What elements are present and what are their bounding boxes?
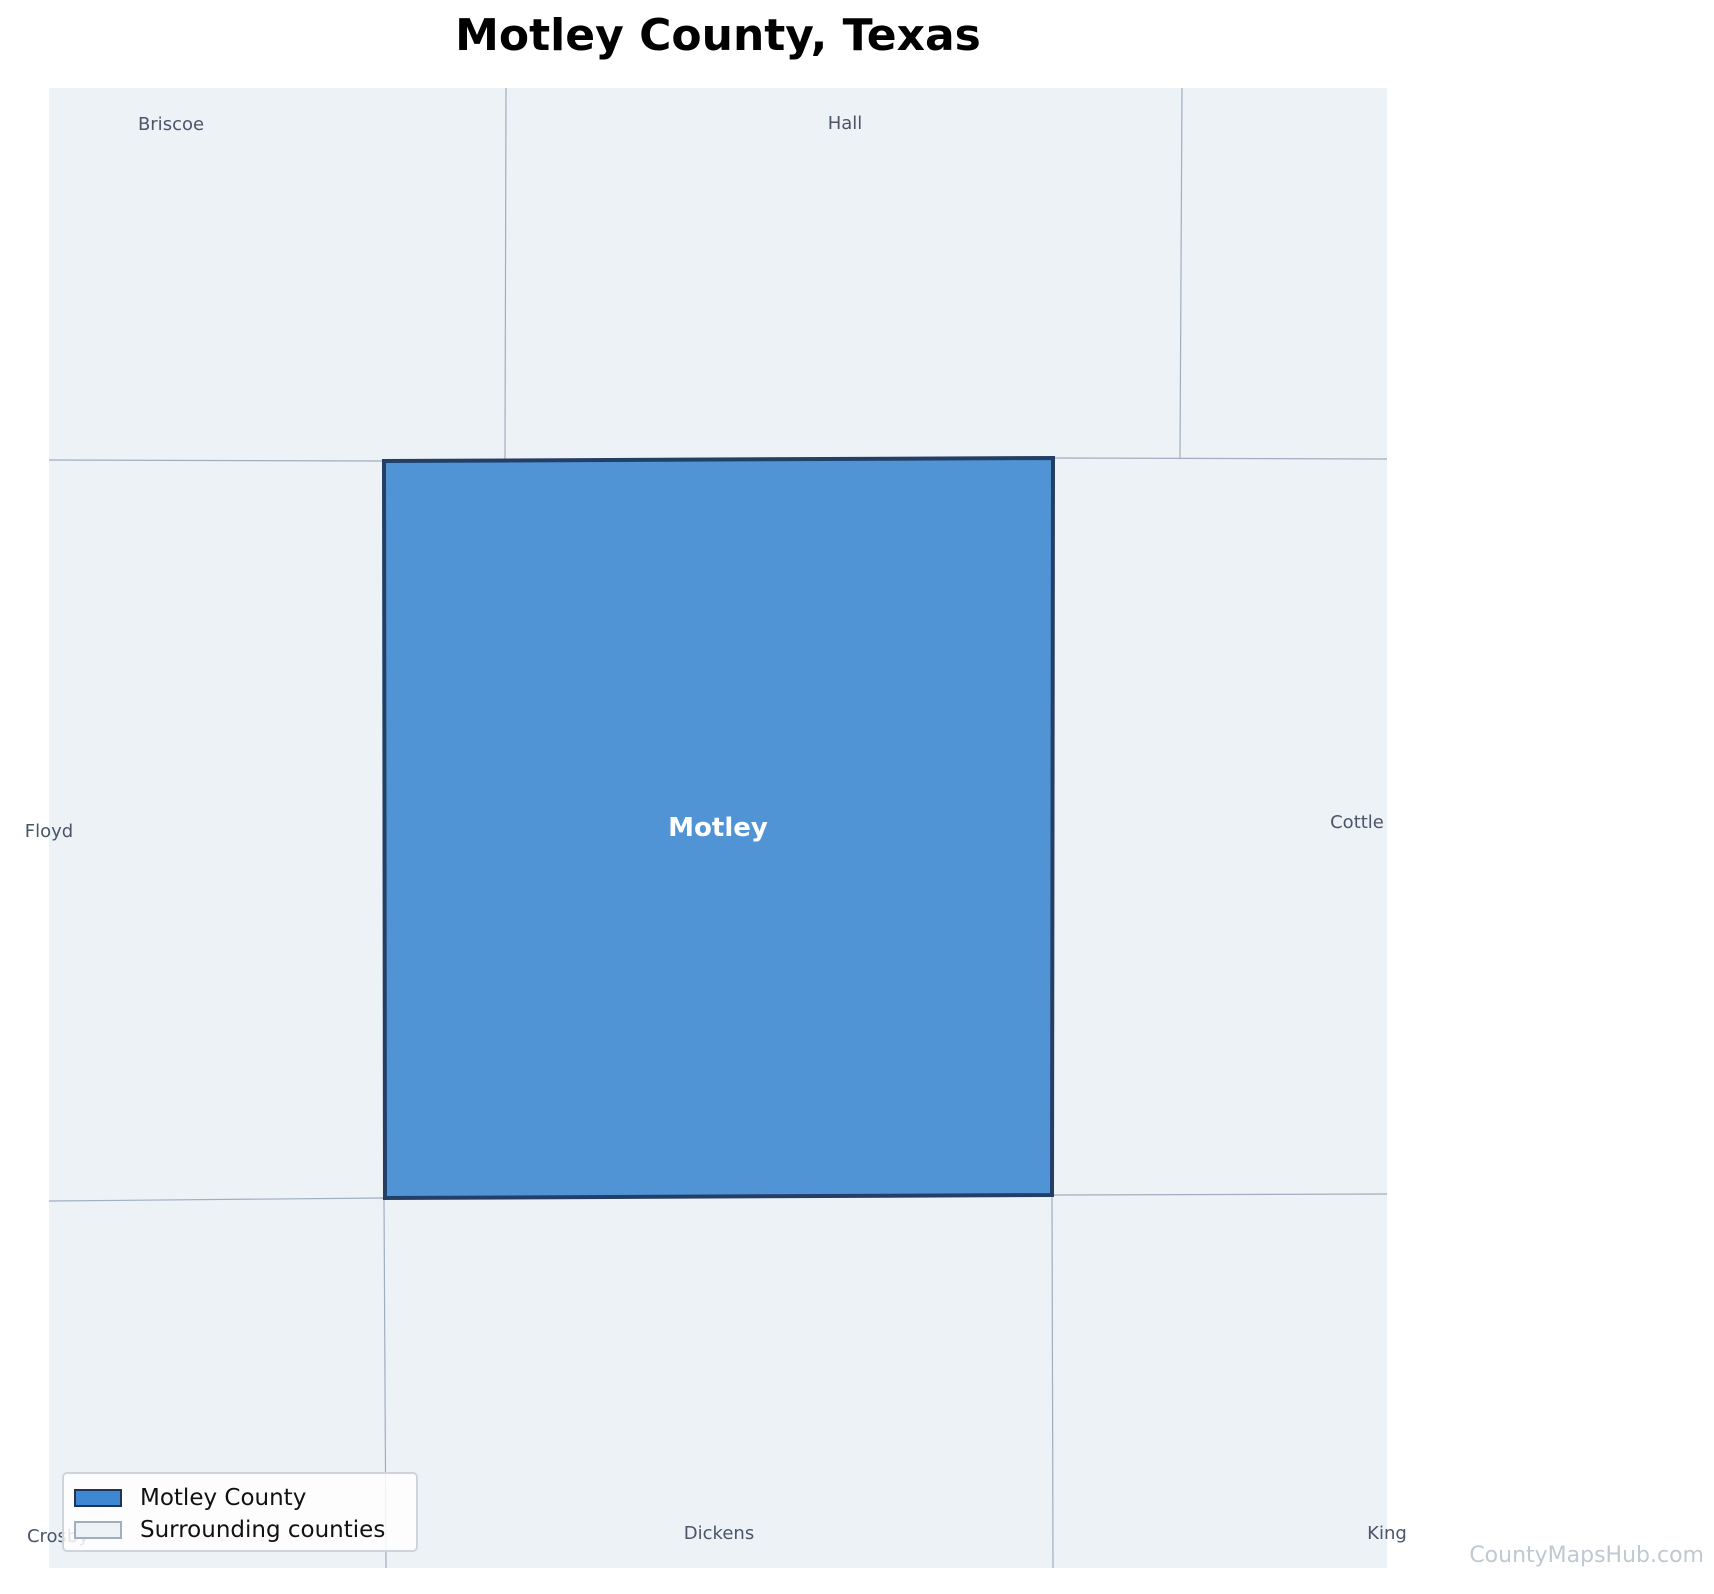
motley-county-label: Motley: [668, 813, 768, 843]
legend-swatch-surrounding: [74, 1521, 122, 1539]
county-label-king: King: [1367, 1523, 1407, 1544]
legend-item-surrounding: Surrounding counties: [74, 1514, 406, 1546]
legend-label-surrounding: Surrounding counties: [140, 1517, 386, 1543]
map-title: Motley County, Texas: [455, 10, 981, 61]
credit-text: CountyMapsHub.com: [1469, 1543, 1704, 1568]
legend-label-main: Motley County: [140, 1485, 307, 1511]
legend-item-motley: Motley County: [74, 1482, 406, 1514]
county-label-dickens: Dickens: [684, 1523, 754, 1544]
county-label-briscoe: Briscoe: [138, 114, 204, 135]
county-label-cottle: Cottle: [1330, 812, 1384, 833]
legend-swatch-main: [74, 1489, 122, 1507]
legend: Motley County Surrounding counties: [62, 1472, 418, 1552]
county-label-floyd: Floyd: [25, 821, 73, 842]
county-label-hall: Hall: [828, 113, 863, 134]
motley-county-shape[interactable]: [381, 455, 1056, 1201]
